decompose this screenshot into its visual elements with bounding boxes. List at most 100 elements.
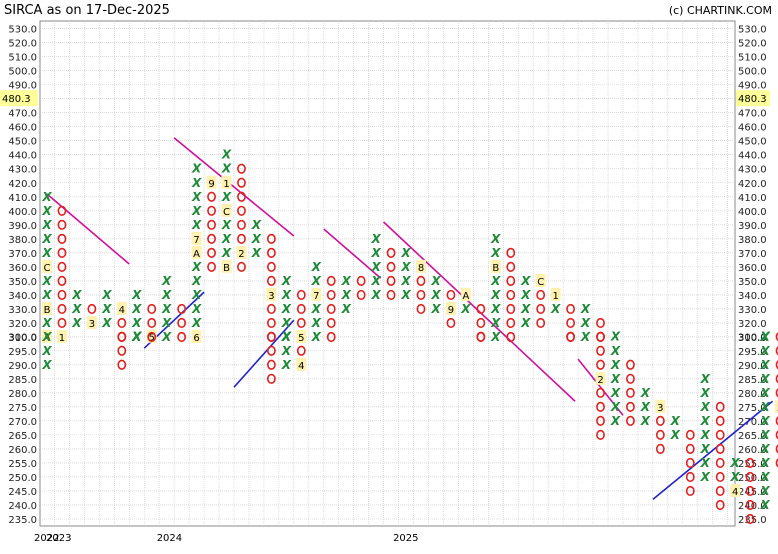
x-box: X: [281, 302, 292, 316]
y-tick-label-left: 530.0: [8, 25, 37, 36]
x-box: X: [759, 456, 770, 470]
y-tick-label-left: 380.0: [8, 235, 37, 246]
last-price-box-left: [0, 90, 38, 107]
o-box: [476, 317, 486, 329]
month-marker-bg: [730, 483, 741, 497]
o-box: [326, 289, 336, 301]
o-box: [356, 275, 366, 287]
y-tick-label-left: 360.0: [8, 263, 37, 274]
o-box: [446, 317, 456, 329]
o-box: [566, 317, 575, 329]
o-box: [775, 388, 778, 398]
x-box: X: [341, 288, 352, 302]
o-box: [266, 331, 276, 343]
month-marker-bg: [460, 287, 471, 301]
o-box: [57, 261, 67, 272]
month-marker-bg: [221, 259, 232, 273]
month-marker-bg: [191, 329, 202, 343]
y-tick-label-left: 350.0: [8, 277, 37, 288]
month-marker: 4: [732, 487, 738, 498]
y-tick-label-left: 500.0: [8, 67, 37, 78]
o-box: [266, 275, 276, 287]
x-box: X: [71, 316, 82, 330]
o-box: [685, 471, 695, 483]
x-box: X: [281, 358, 292, 372]
o-box: [237, 163, 246, 174]
o-box: [506, 289, 516, 301]
x-box: X: [759, 484, 770, 498]
o-box: [237, 191, 246, 202]
o-box: [596, 415, 605, 426]
o-box: [207, 247, 216, 258]
y-tick-label-left: 260.0: [8, 445, 37, 456]
o-box: [626, 373, 635, 384]
month-marker: A: [44, 333, 51, 344]
y-tick-label-right: 470.0: [738, 109, 767, 120]
o-box: [715, 401, 725, 412]
x-box: X: [759, 414, 770, 428]
y-tick-label-right: 245.0: [738, 487, 767, 498]
x-box: X: [640, 414, 651, 428]
y-tick-label-right: 275.0: [738, 403, 767, 414]
month-marker: 3: [89, 319, 95, 330]
x-box: X: [191, 274, 202, 288]
y-tick-label-right: 310.0: [738, 333, 767, 344]
y-tick-label-right: 390.0: [738, 221, 767, 232]
y-tick-label-left: 275.0: [8, 403, 37, 414]
x-box: X: [341, 274, 352, 288]
x-box: X: [400, 288, 411, 302]
month-marker-bg: [191, 231, 202, 245]
x-box: X: [759, 330, 770, 344]
o-box: [117, 359, 127, 370]
x-box: X: [400, 246, 411, 260]
x-box: X: [191, 218, 202, 232]
y-tick-label-right: 290.0: [738, 361, 767, 372]
o-box: [536, 289, 546, 301]
o-box: [596, 387, 605, 398]
x-box: X: [610, 344, 621, 358]
y-tick-label-left: 280.0: [8, 389, 37, 400]
y-tick-label-left: 295.0: [8, 347, 37, 358]
x-box: X: [191, 176, 202, 190]
month-marker: 9: [448, 305, 454, 316]
x-box: X: [370, 232, 381, 246]
o-box: [207, 219, 216, 230]
o-box: [207, 233, 216, 244]
o-box: [416, 303, 426, 315]
x-box: X: [759, 358, 770, 372]
x-box: X: [311, 260, 322, 274]
x-box: X: [520, 274, 531, 288]
x-box: X: [161, 274, 172, 288]
x-box: X: [670, 428, 681, 442]
y-tick-label-right: 460.0: [738, 123, 767, 134]
x-box: X: [700, 414, 711, 428]
o-box: [745, 485, 755, 497]
x-box: X: [700, 428, 711, 442]
x-box: X: [221, 148, 232, 162]
y-tick-label-right: 265.0: [738, 431, 767, 442]
o-box: [775, 458, 778, 468]
x-box: X: [71, 288, 82, 302]
month-marker-bg: [116, 301, 127, 315]
month-marker: 1: [59, 333, 65, 344]
y-tick-label-left: 410.0: [8, 193, 37, 204]
trendline: [173, 137, 295, 237]
y-tick-label-right: 400.0: [738, 207, 767, 218]
x-box: X: [131, 316, 142, 330]
month-marker-bg: [206, 175, 217, 189]
y-tick-label-right: 490.0: [738, 81, 767, 92]
o-box: [326, 331, 336, 343]
x-box: X: [400, 260, 411, 274]
o-box: [296, 317, 306, 329]
o-box: [117, 345, 127, 356]
o-box: [596, 359, 605, 370]
y-tick-label-right: 240.0: [738, 501, 767, 512]
y-tick-label-right: 370.0: [738, 249, 767, 260]
o-box: [57, 303, 67, 315]
x-box: X: [759, 470, 770, 484]
x-box: X: [41, 330, 52, 344]
x-box: X: [161, 288, 172, 302]
x-box: X: [131, 330, 142, 344]
month-marker-bg: [221, 203, 232, 217]
month-marker: B: [44, 305, 51, 316]
